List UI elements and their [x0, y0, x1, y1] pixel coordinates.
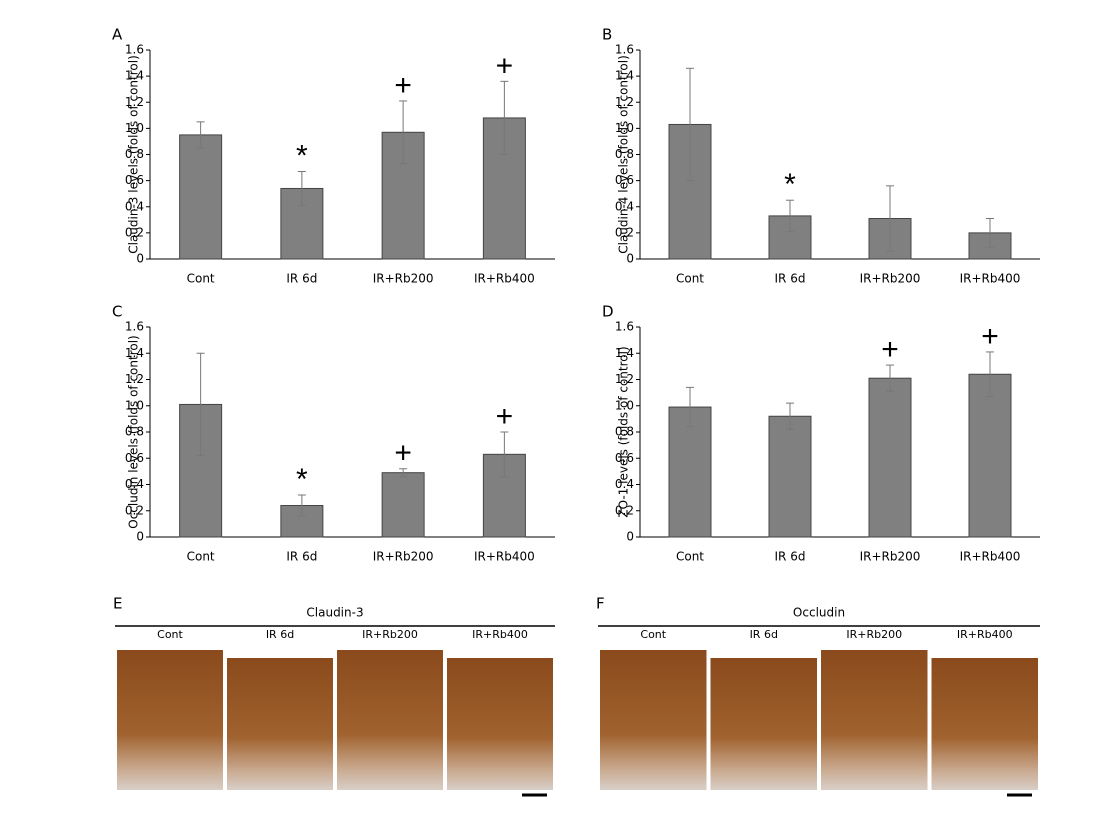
y-tick-label: 1.6: [615, 43, 634, 57]
micrograph: [227, 658, 333, 790]
y-tick-label: 1.0: [125, 121, 144, 135]
micrograph: [710, 658, 817, 790]
y-tick-label: 0.2: [615, 225, 634, 239]
significance-mark: +: [496, 49, 514, 82]
panel-letter: C: [112, 303, 122, 321]
y-tick-label: 1.4: [615, 346, 634, 360]
y-tick-label: 0: [136, 530, 144, 544]
y-tick-label: 1.0: [615, 398, 634, 412]
y-tick-label: 1.2: [125, 95, 144, 109]
panel-letter: D: [602, 303, 614, 321]
image-panel-title: Occludin: [793, 606, 845, 620]
y-tick-label: 0: [136, 252, 144, 266]
y-tick-label: 1.4: [125, 346, 144, 360]
y-tick-label: 1.0: [615, 121, 634, 135]
y-tick-label: 1.6: [615, 320, 634, 334]
significance-mark: *: [784, 168, 796, 201]
y-tick-label: 1.2: [615, 372, 634, 386]
x-tick-label: IR+Rb400: [960, 272, 1021, 286]
x-tick-label: IR+Rb400: [474, 550, 535, 564]
bar: [968, 373, 1012, 538]
x-tick-label: IR+Rb200: [373, 272, 434, 286]
image-label: Cont: [157, 628, 183, 641]
x-tick-label: IR+Rb400: [960, 550, 1021, 564]
bar: [179, 134, 223, 260]
x-tick-label: IR 6d: [775, 550, 806, 564]
y-axis-label: Claudin-3 levels (folds of control): [127, 55, 141, 254]
x-tick-label: Cont: [676, 272, 704, 286]
bar: [381, 472, 425, 538]
significance-mark: +: [394, 437, 412, 470]
micrograph: [821, 650, 928, 790]
significance-mark: +: [981, 320, 999, 353]
panel-letter: A: [112, 26, 123, 44]
significance-mark: +: [496, 400, 514, 433]
bar: [868, 377, 912, 538]
y-tick-label: 1.6: [125, 320, 144, 334]
significance-mark: +: [881, 333, 899, 366]
x-tick-label: IR+Rb200: [860, 550, 921, 564]
image-label: IR 6d: [750, 628, 778, 641]
y-tick-label: 0.4: [125, 477, 144, 491]
x-tick-label: Cont: [187, 272, 215, 286]
micrograph: [600, 650, 707, 790]
y-tick-label: 0.4: [125, 199, 144, 213]
y-tick-label: 0.8: [615, 147, 634, 161]
y-tick-label: 0.2: [125, 503, 144, 517]
x-tick-label: IR 6d: [286, 272, 317, 286]
y-tick-label: 0.6: [125, 173, 144, 187]
y-tick-label: 1.4: [125, 69, 144, 83]
y-tick-label: 0: [626, 252, 634, 266]
bar: [768, 415, 812, 538]
y-tick-label: 0.4: [615, 477, 634, 491]
y-tick-label: 0.6: [615, 451, 634, 465]
y-tick-label: 0.2: [615, 503, 634, 517]
x-tick-label: IR+Rb200: [373, 550, 434, 564]
y-tick-label: 0.8: [125, 425, 144, 439]
y-tick-label: 0.2: [125, 225, 144, 239]
significance-mark: *: [296, 139, 308, 172]
x-tick-label: Cont: [187, 550, 215, 564]
y-axis-label: Occludin levels (folds of control): [127, 335, 141, 528]
y-tick-label: 0: [626, 530, 634, 544]
y-tick-label: 1.2: [615, 95, 634, 109]
y-tick-label: 0.8: [125, 147, 144, 161]
significance-mark: *: [296, 463, 308, 496]
x-tick-label: IR+Rb400: [474, 272, 535, 286]
image-label: IR+Rb400: [472, 628, 528, 641]
y-axis-label: Claudin-4 levels (folds of control): [617, 55, 631, 254]
y-axis-label: ZO-1 levels (folds of control): [617, 346, 631, 517]
micrograph: [931, 658, 1038, 790]
y-tick-label: 0.6: [125, 451, 144, 465]
y-tick-label: 1.0: [125, 398, 144, 412]
micrograph: [337, 650, 443, 790]
y-tick-label: 1.6: [125, 43, 144, 57]
y-tick-label: 0.4: [615, 199, 634, 213]
panel-letter: B: [602, 26, 612, 44]
x-tick-label: IR+Rb200: [860, 272, 921, 286]
panel-letter: F: [596, 595, 605, 613]
image-label: Cont: [640, 628, 666, 641]
y-tick-label: 0.8: [615, 425, 634, 439]
y-tick-label: 1.4: [615, 69, 634, 83]
x-tick-label: Cont: [676, 550, 704, 564]
image-label: IR 6d: [266, 628, 294, 641]
micrograph: [447, 658, 553, 790]
significance-mark: +: [394, 69, 412, 102]
micrograph: [117, 650, 223, 790]
x-tick-label: IR 6d: [775, 272, 806, 286]
image-label: IR+Rb200: [846, 628, 902, 641]
bar: [482, 453, 526, 538]
image-label: IR+Rb400: [957, 628, 1013, 641]
image-panel-title: Claudin-3: [306, 606, 363, 620]
panel-letter: E: [113, 595, 122, 613]
x-tick-label: IR 6d: [286, 550, 317, 564]
y-tick-label: 0.6: [615, 173, 634, 187]
image-label: IR+Rb200: [362, 628, 418, 641]
y-tick-label: 1.2: [125, 372, 144, 386]
